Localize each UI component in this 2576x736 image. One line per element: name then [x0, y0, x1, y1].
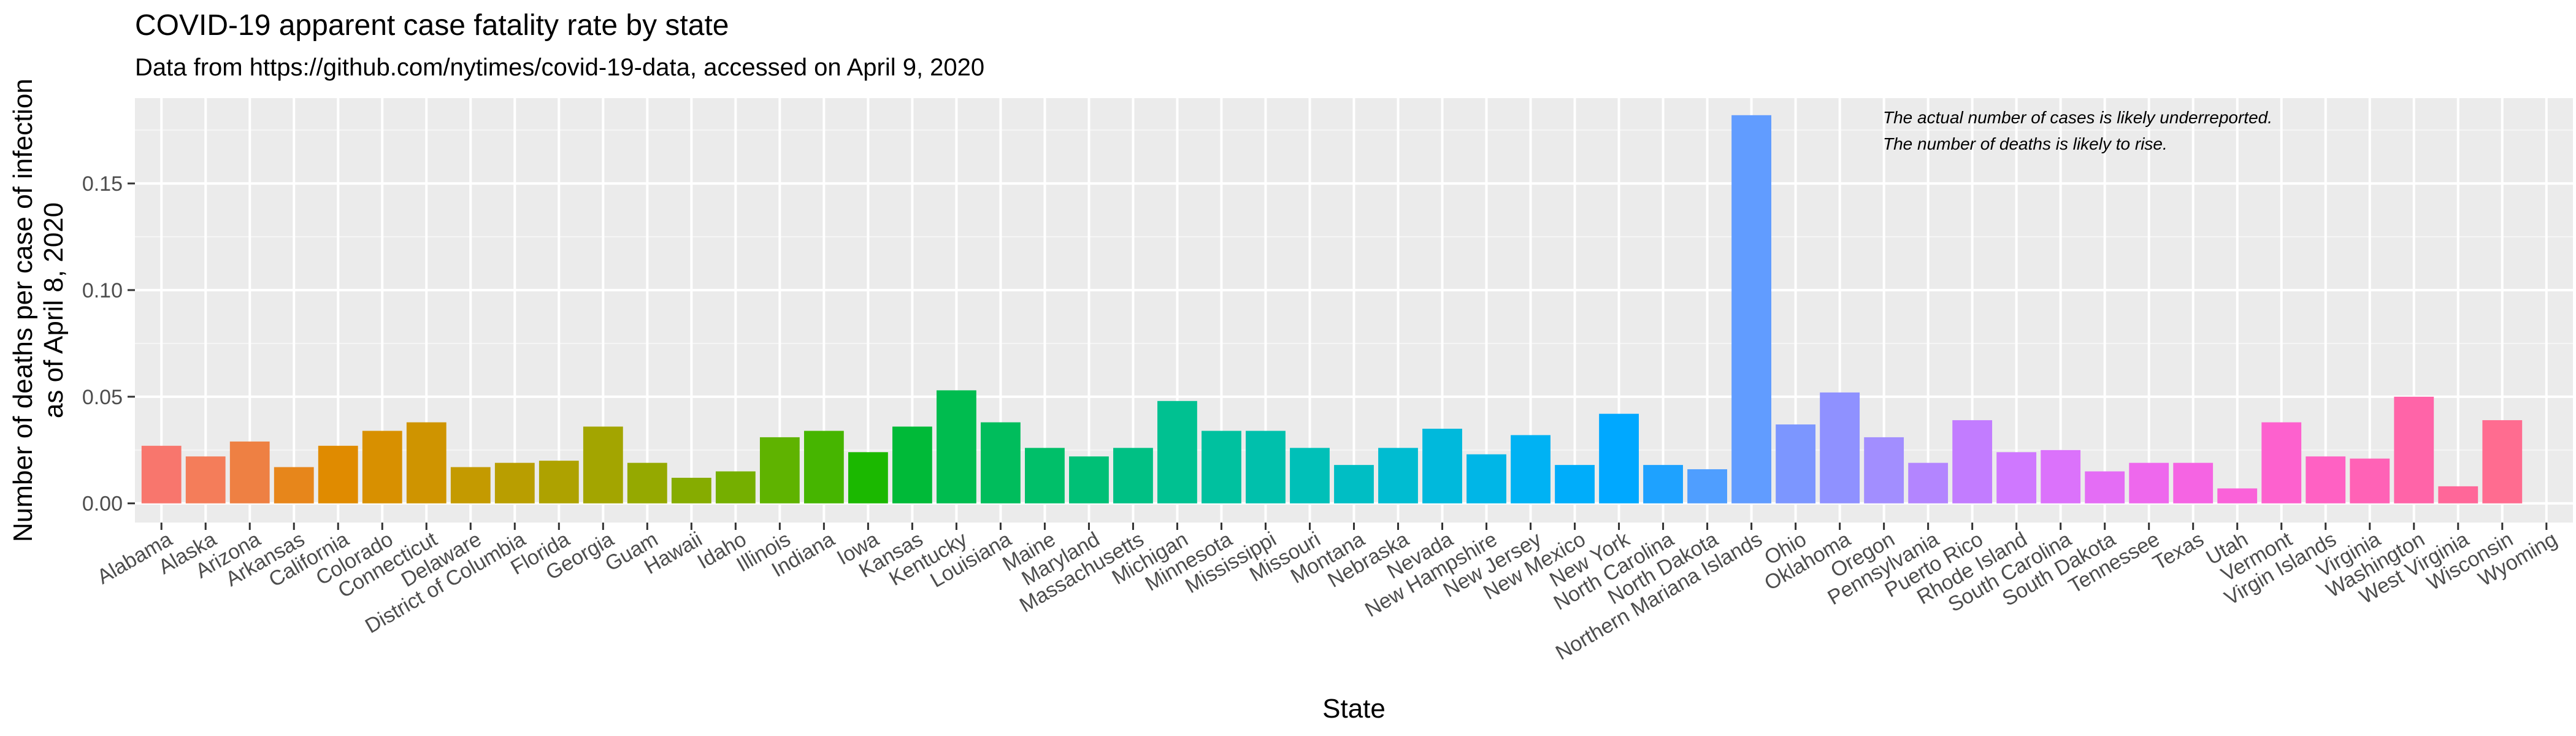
x-axis-title: State — [1322, 694, 1386, 724]
bar-new-hampshire — [1466, 454, 1506, 504]
x-tick-label: Texas — [2149, 527, 2208, 575]
y-tick-label: 0.00 — [82, 493, 123, 516]
bar-idaho — [715, 471, 756, 504]
bar-massachusetts — [1113, 448, 1153, 504]
bar-pennsylvania — [1908, 462, 1949, 504]
bar-northern-mariana-islands — [1731, 115, 1772, 504]
bar-south-carolina — [2041, 450, 2081, 504]
bar-west-virginia — [2438, 486, 2478, 504]
bar-hawaii — [671, 477, 711, 504]
bar-tennessee — [2129, 462, 2169, 504]
bar-alaska — [185, 456, 226, 504]
bar-california — [318, 445, 358, 504]
y-tick-label: 0.05 — [82, 386, 123, 409]
bar-virgin-islands — [2306, 456, 2346, 504]
annotation-line1: The actual number of cases is likely und… — [1883, 108, 2272, 127]
bar-oregon — [1864, 437, 1904, 504]
bar-rhode-island — [1996, 452, 2037, 504]
bar-utah — [2217, 488, 2258, 504]
bar-alabama — [141, 445, 182, 504]
bar-wisconsin — [2482, 420, 2523, 504]
bar-florida — [539, 461, 579, 504]
bar-mississippi — [1246, 431, 1286, 504]
annotation-line2: The number of deaths is likely to rise. — [1883, 134, 2168, 153]
bar-nevada — [1422, 428, 1462, 504]
y-tick-label: 0.10 — [82, 279, 123, 302]
bar-connecticut — [406, 422, 447, 504]
chart-subtitle: Data from https://github.com/nytimes/cov… — [135, 54, 985, 81]
bar-colorado — [362, 431, 402, 504]
bar-washington — [2394, 396, 2434, 504]
bar-texas — [2173, 462, 2214, 504]
bar-montana — [1334, 465, 1374, 504]
bar-new-mexico — [1555, 465, 1595, 504]
bar-maryland — [1069, 456, 1109, 504]
bar-missouri — [1290, 448, 1330, 504]
bar-louisiana — [981, 422, 1021, 504]
bar-maine — [1025, 448, 1065, 504]
bar-nebraska — [1378, 448, 1418, 504]
bar-indiana — [803, 431, 844, 504]
bar-arizona — [229, 441, 270, 504]
bar-georgia — [583, 426, 623, 504]
bar-vermont — [2261, 422, 2302, 504]
bar-north-dakota — [1687, 469, 1727, 504]
y-axis-title-line1: Number of deaths per case of infection — [8, 79, 38, 542]
chart-title: COVID-19 apparent case fatality rate by … — [135, 9, 729, 42]
bar-south-dakota — [2085, 471, 2125, 504]
bar-ohio — [1776, 424, 1816, 504]
bar-new-york — [1599, 413, 1639, 504]
y-tick-label: 0.15 — [82, 172, 123, 196]
bar-minnesota — [1202, 431, 1241, 504]
bar-virginia — [2350, 458, 2390, 504]
bar-michigan — [1157, 401, 1197, 504]
bar-kentucky — [936, 390, 976, 504]
bar-illinois — [759, 437, 800, 504]
bar-puerto-rico — [1952, 420, 1993, 504]
bar-oklahoma — [1820, 392, 1860, 504]
bar-new-jersey — [1511, 435, 1551, 504]
bar-iowa — [848, 452, 888, 504]
bar-guam — [627, 462, 667, 504]
bar-arkansas — [274, 467, 314, 504]
bar-delaware — [450, 467, 491, 504]
bar-district-of-columbia — [494, 462, 535, 504]
y-axis-title-line2: as of April 8, 2020 — [39, 202, 69, 418]
bar-kansas — [892, 426, 932, 504]
bar-north-carolina — [1643, 465, 1683, 504]
